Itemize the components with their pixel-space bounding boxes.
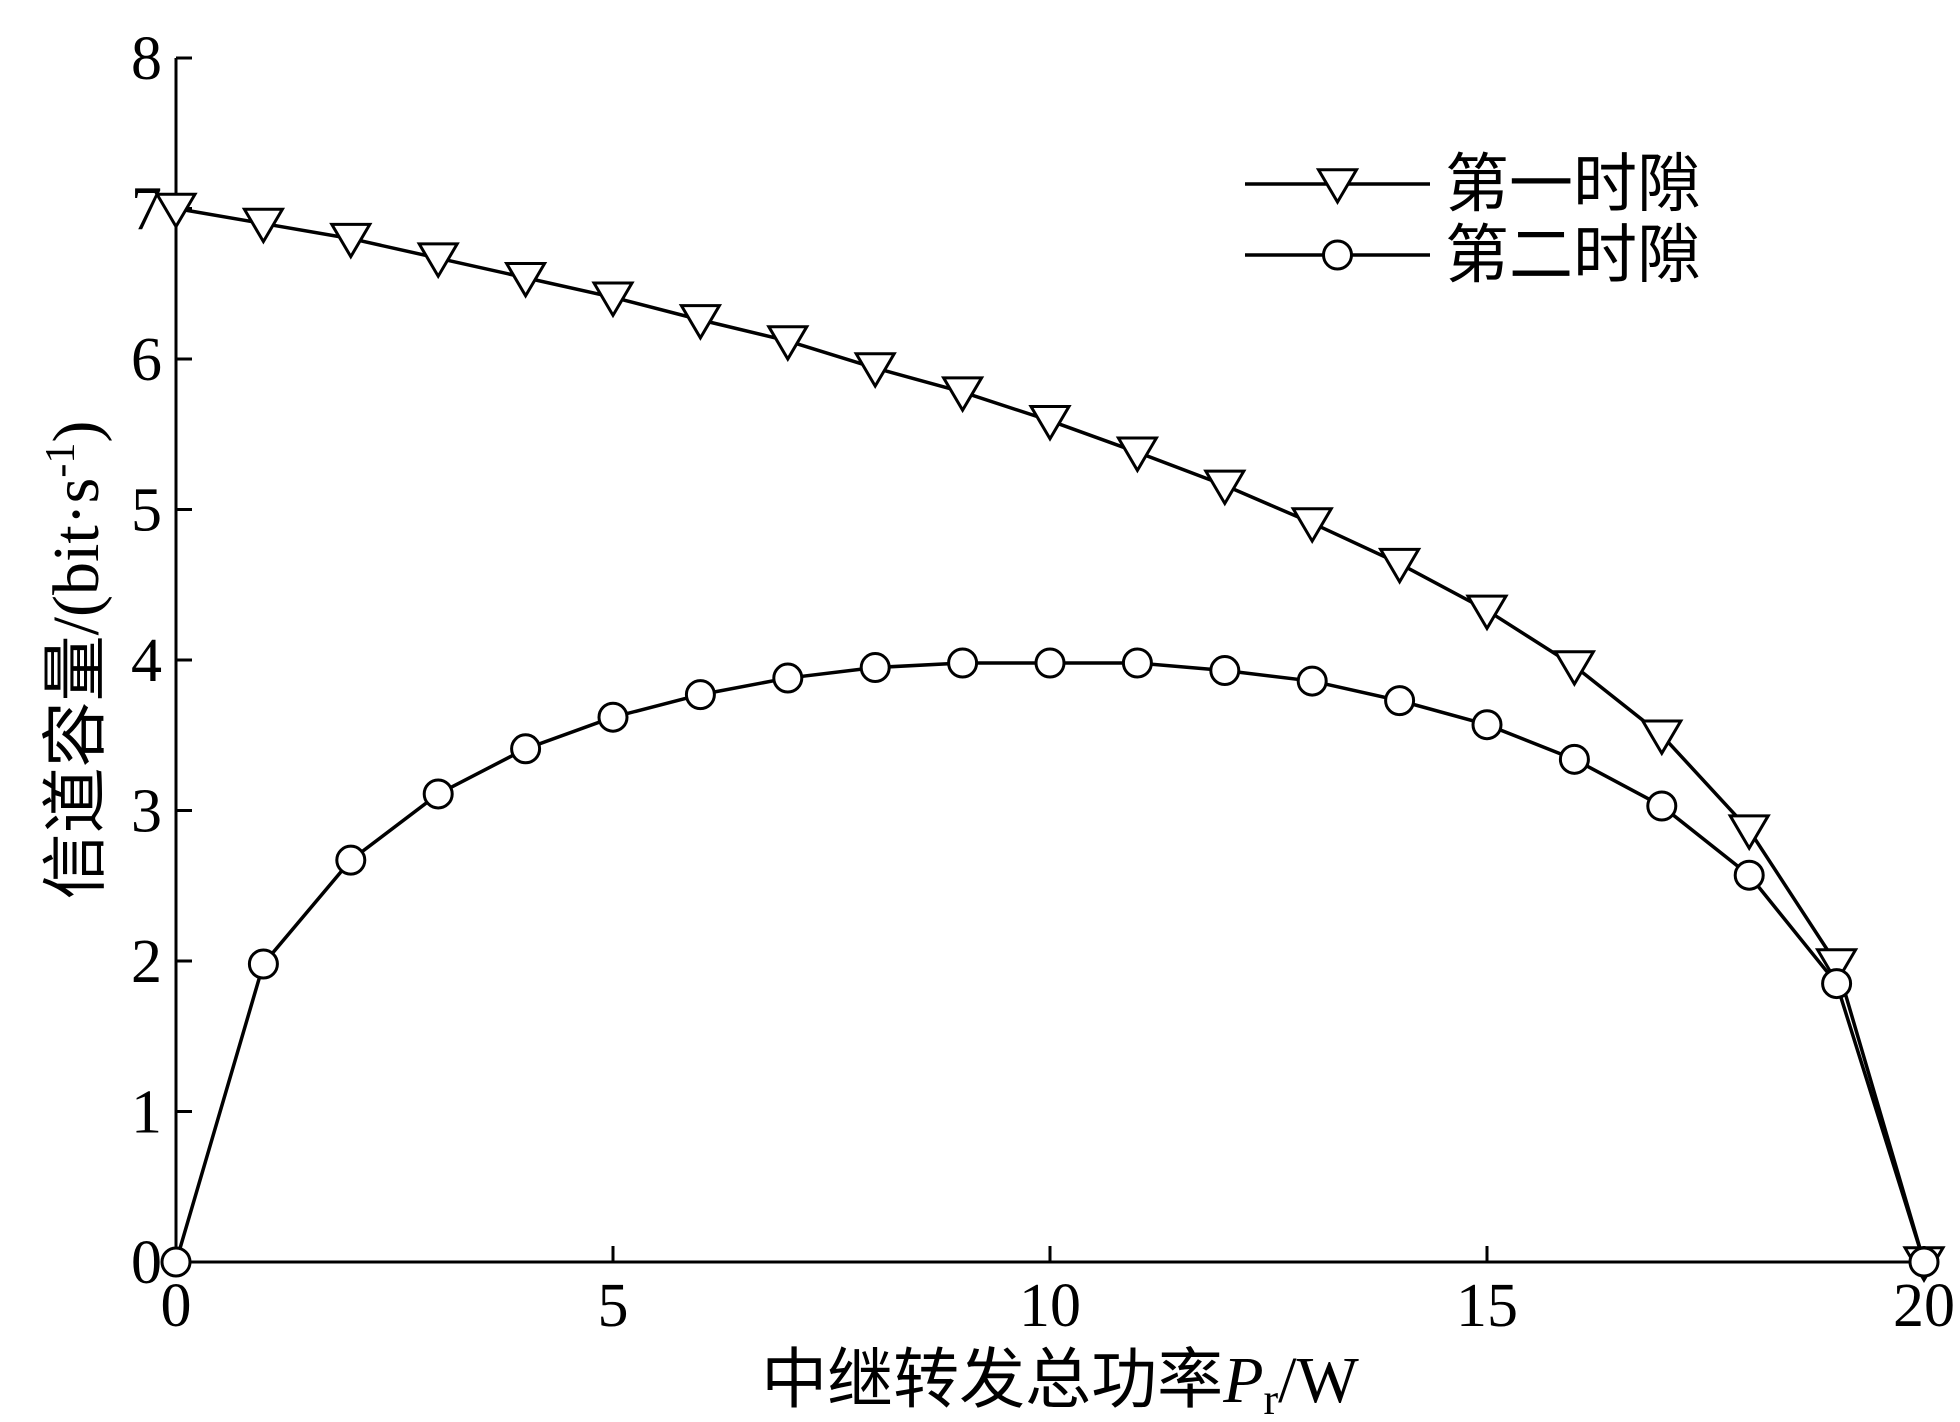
series-1-point-17 bbox=[1640, 719, 1684, 757]
series-1-point-12 bbox=[1203, 469, 1247, 507]
y-tick-label-0: 0 bbox=[131, 1229, 162, 1297]
series-2-point-3 bbox=[422, 778, 454, 810]
legend-marker-2 bbox=[1322, 239, 1353, 271]
series-1-point-0 bbox=[154, 192, 198, 230]
series-2-point-4 bbox=[510, 733, 542, 765]
series-1-point-16 bbox=[1552, 650, 1597, 688]
series-2-point-6 bbox=[684, 679, 716, 711]
y-tick-label-3: 3 bbox=[131, 778, 162, 846]
y-tick-label-4: 4 bbox=[131, 627, 162, 695]
x-axis-title-subscript: r bbox=[1264, 1375, 1279, 1422]
x-tick-label-15: 15 bbox=[1456, 1272, 1518, 1340]
series-1-point-11 bbox=[1115, 436, 1160, 474]
series-2-point-13 bbox=[1296, 665, 1328, 697]
series-2 bbox=[160, 647, 1940, 1278]
series-2-point-15 bbox=[1471, 709, 1503, 741]
series-1-point-14 bbox=[1377, 547, 1422, 585]
y-tick-label-7: 7 bbox=[131, 176, 162, 244]
legend-marker-1 bbox=[1315, 168, 1360, 206]
y-tick-label-1: 1 bbox=[131, 1079, 162, 1147]
y-axis-title-text: 信道容量/(bit·s bbox=[40, 478, 113, 900]
series-2-point-0 bbox=[160, 1246, 192, 1278]
series-2-point-19 bbox=[1821, 968, 1853, 1000]
x-axis-title: 中继转发总功率Pr/W bbox=[761, 1344, 1359, 1422]
series-1-point-2 bbox=[329, 222, 373, 260]
y-tick-label-2: 2 bbox=[131, 928, 162, 996]
series-1-point-18 bbox=[1727, 814, 1771, 852]
x-tick-label-10: 10 bbox=[1019, 1272, 1081, 1340]
series-1-point-13 bbox=[1290, 507, 1334, 545]
series-2-point-10 bbox=[1034, 647, 1066, 679]
series-2-point-9 bbox=[947, 647, 979, 679]
series-1 bbox=[154, 192, 1946, 1284]
y-axis-title-superscript: -1 bbox=[38, 443, 84, 478]
series-2-point-2 bbox=[335, 844, 367, 876]
series-2-point-12 bbox=[1209, 655, 1241, 687]
series-2-point-8 bbox=[859, 652, 891, 684]
data-series bbox=[154, 192, 1946, 1284]
y-tick-label-8: 8 bbox=[131, 25, 162, 93]
x-tick-label-5: 5 bbox=[598, 1272, 629, 1340]
series-1-point-5 bbox=[591, 281, 635, 319]
x-tick-label-0: 0 bbox=[161, 1272, 192, 1340]
series-2-point-16 bbox=[1558, 743, 1590, 775]
x-tick-label-20: 20 bbox=[1893, 1272, 1955, 1340]
series-1-point-7 bbox=[766, 325, 810, 362]
y-axis-title: 信道容量/(bit·s-1) bbox=[38, 421, 113, 900]
series-1-point-1 bbox=[241, 207, 286, 245]
series-1-point-9 bbox=[940, 376, 985, 414]
series-1-point-15 bbox=[1465, 594, 1509, 632]
series-2-point-18 bbox=[1733, 859, 1765, 891]
series-1-point-6 bbox=[678, 304, 723, 341]
series-2-point-14 bbox=[1384, 685, 1416, 717]
series-1-point-10 bbox=[1028, 404, 1072, 442]
y-tick-label-5: 5 bbox=[131, 477, 162, 545]
series-2-point-1 bbox=[247, 948, 279, 980]
series-1-point-3 bbox=[416, 242, 460, 280]
legend-label-1: 第一时隙 bbox=[1445, 149, 1701, 220]
series-2-point-20 bbox=[1908, 1246, 1940, 1278]
series-2-point-11 bbox=[1121, 647, 1153, 679]
series-2-point-17 bbox=[1646, 790, 1678, 822]
x-axis-title-unit: /W bbox=[1278, 1344, 1359, 1417]
legend-label-2: 第二时隙 bbox=[1445, 220, 1701, 291]
series-2-point-7 bbox=[772, 662, 804, 694]
x-axis-title-symbol: P bbox=[1222, 1344, 1263, 1417]
series-1-point-8 bbox=[853, 352, 897, 390]
y-tick-label-6: 6 bbox=[131, 326, 162, 394]
series-1-point-4 bbox=[503, 261, 548, 299]
x-axis-title-text: 中继转发总功率 bbox=[761, 1344, 1223, 1417]
series-1-point-19 bbox=[1814, 948, 1859, 986]
y-axis-title-suffix: ) bbox=[40, 421, 113, 443]
series-2-point-5 bbox=[597, 701, 629, 733]
